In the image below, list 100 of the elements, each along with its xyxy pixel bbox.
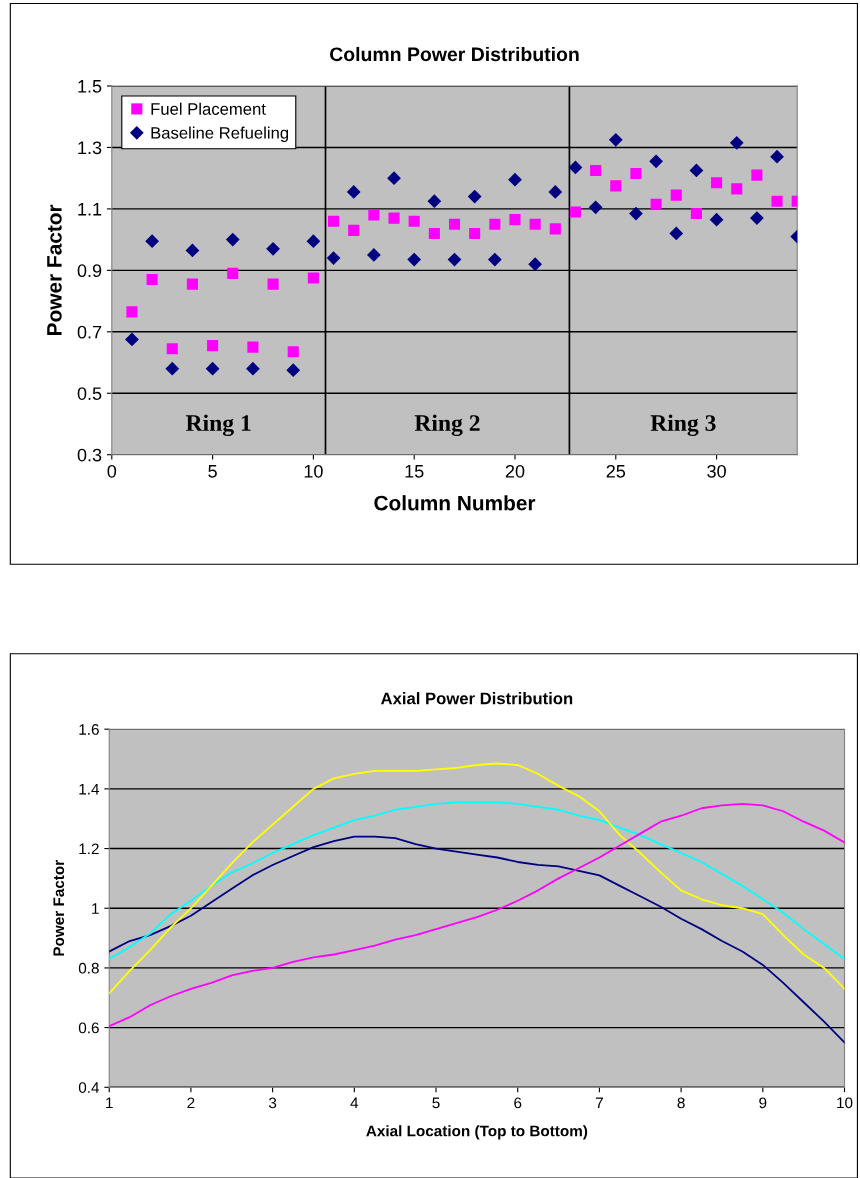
point (387, 171, 401, 186)
point (346, 185, 361, 199)
point (509, 214, 521, 226)
x-tick-label: 30 (707, 464, 726, 478)
y-tick-label: 1.5 (78, 80, 102, 93)
point (328, 215, 340, 227)
legend-label: Baseline Refueling (151, 126, 289, 143)
x-axis-title: Axial Location (Top to Bottom) (366, 1125, 588, 1140)
x-tick-label: 7 (595, 1097, 603, 1109)
point (166, 343, 178, 355)
point (125, 332, 139, 347)
point (185, 243, 200, 258)
point (428, 227, 440, 240)
point (649, 154, 663, 169)
x-tick-label: 10 (837, 1097, 853, 1109)
point (568, 160, 583, 175)
point (145, 234, 159, 249)
point (508, 172, 522, 187)
point (367, 248, 381, 262)
point (569, 206, 582, 218)
point (408, 215, 420, 227)
y-tick-label: 0.9 (77, 264, 102, 278)
y-tick-label: 1.2 (79, 843, 99, 855)
point (307, 272, 319, 284)
point (610, 180, 622, 192)
point (267, 278, 279, 290)
x-tick-label: 5 (208, 465, 217, 478)
x-axis-title: Column Number (374, 495, 536, 511)
y-tick-label: 1.1 (78, 203, 102, 216)
y-axis-title: Power Factor (47, 204, 62, 335)
point (286, 363, 301, 378)
point (348, 224, 360, 236)
x-tick-label: 4 (350, 1097, 359, 1109)
y-tick-label: 0.8 (78, 962, 99, 974)
y-tick-label: 1.6 (79, 724, 99, 735)
annotation: Ring 1 (185, 414, 251, 437)
point (549, 223, 561, 235)
y-tick-label: 1.4 (79, 783, 100, 795)
point (207, 340, 219, 352)
y-axis-title: Power Factor (53, 860, 65, 956)
y-tick-label: 0.5 (77, 387, 102, 400)
point (407, 252, 422, 267)
x-tick-label: 8 (677, 1097, 685, 1109)
point (489, 218, 501, 230)
point (650, 198, 662, 210)
point (731, 183, 743, 195)
annotation: Ring 2 (414, 414, 480, 437)
x-tick-label: 15 (405, 465, 424, 478)
chart-title: Column Power Distribution (330, 46, 579, 62)
point (487, 252, 502, 267)
point (608, 132, 623, 147)
point (186, 278, 198, 290)
point (469, 227, 481, 240)
x-tick-label: 10 (304, 464, 323, 478)
point (588, 200, 603, 215)
y-tick-label: 0.7 (77, 325, 102, 339)
point (326, 251, 341, 265)
point (590, 164, 602, 177)
point (709, 212, 724, 227)
x-tick-label: 2 (187, 1097, 195, 1109)
y-tick-label: 0.6 (78, 1022, 99, 1034)
point (729, 135, 744, 150)
point (205, 361, 220, 376)
y-tick-label: 1 (92, 903, 99, 914)
point (467, 189, 482, 204)
x-tick-label: 20 (505, 464, 525, 478)
x-tick-label: 6 (514, 1097, 522, 1109)
point (711, 177, 723, 189)
point (529, 218, 541, 230)
x-tick-label: 1 (106, 1097, 113, 1109)
point (751, 169, 763, 181)
point (146, 274, 158, 286)
point (225, 232, 240, 247)
point (629, 206, 643, 221)
point (690, 207, 702, 220)
legend-label: Fuel Placement (151, 102, 266, 115)
y-tick-label: 0.3 (77, 448, 102, 462)
point (528, 257, 543, 272)
point (126, 306, 138, 318)
point (247, 341, 259, 353)
point (770, 149, 784, 164)
y-tick-label: 1.3 (78, 141, 102, 155)
point (368, 209, 380, 221)
x-tick-label: 0 (107, 464, 117, 478)
point (750, 211, 764, 225)
point (771, 195, 783, 207)
point (630, 168, 642, 180)
point (669, 226, 684, 241)
x-tick-label: 9 (759, 1097, 767, 1109)
point (427, 194, 442, 209)
point (388, 212, 400, 224)
y-tick-label: 0.4 (78, 1082, 100, 1093)
chart-title: Axial Power Distribution (380, 692, 573, 705)
x-tick-label: 5 (432, 1097, 440, 1109)
point (266, 241, 280, 256)
point (670, 189, 682, 201)
point (306, 234, 321, 249)
x-tick-label: 3 (268, 1097, 277, 1109)
x-tick-label: 25 (606, 464, 626, 478)
point (548, 185, 563, 199)
